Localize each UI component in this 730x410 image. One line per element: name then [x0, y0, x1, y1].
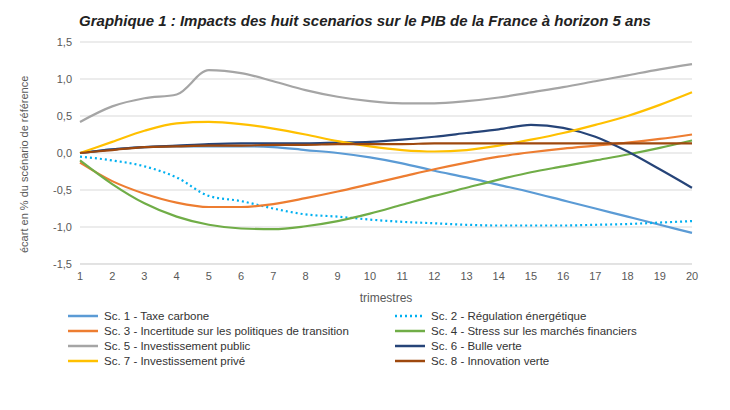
svg-text:20: 20 [686, 270, 698, 282]
svg-text:18: 18 [621, 270, 633, 282]
svg-text:19: 19 [654, 270, 666, 282]
svg-text:4: 4 [174, 270, 180, 282]
svg-text:13: 13 [460, 270, 472, 282]
svg-text:7: 7 [270, 270, 276, 282]
svg-text:8: 8 [302, 270, 308, 282]
svg-text:9: 9 [335, 270, 341, 282]
html-text:Sc. 8 - Innovation verte: Sc. 8 - Innovation verte [431, 355, 550, 367]
svg-text:0,5: 0,5 [57, 110, 72, 122]
svg-text:16: 16 [557, 270, 569, 282]
svg-text:5: 5 [206, 270, 212, 282]
svg-text:11: 11 [396, 270, 407, 282]
html-text:Sc. 1 - Taxe carbone: Sc. 1 - Taxe carbone [104, 310, 210, 322]
html-text:Sc. 2 - Régulation énergétique: Sc. 2 - Régulation énergétique [431, 310, 587, 322]
svg-text:10: 10 [364, 270, 376, 282]
svg-text:1: 1 [77, 270, 83, 282]
svg-text:0,0: 0,0 [57, 147, 72, 159]
svg-text:15: 15 [525, 270, 537, 282]
svg-text:1,5: 1,5 [57, 36, 72, 48]
svg-text:écart en % du scénario de réfé: écart en % du scénario de référence [18, 76, 30, 253]
html-text:Sc. 7 - Investissement privé: Sc. 7 - Investissement privé [104, 355, 246, 367]
svg-text:12: 12 [428, 270, 440, 282]
svg-text:-1,0: -1,0 [53, 221, 72, 233]
svg-text:3: 3 [141, 270, 147, 282]
svg-text:6: 6 [238, 270, 244, 282]
svg-text:14: 14 [493, 270, 505, 282]
svg-text:2: 2 [109, 270, 115, 282]
svg-text:-1,5: -1,5 [53, 258, 72, 270]
svg-text:1,0: 1,0 [57, 73, 72, 85]
svg-text:-0,5: -0,5 [53, 184, 72, 196]
html-text:Sc. 6 - Bulle verte: Sc. 6 - Bulle verte [431, 340, 522, 352]
html-text:Sc. 5 - Investissement public: Sc. 5 - Investissement public [104, 340, 251, 352]
html-text:Sc. 4 - Stress sur les marchés: Sc. 4 - Stress sur les marchés financier… [431, 325, 637, 337]
html-text:Sc. 3 - Incertitude sur les po: Sc. 3 - Incertitude sur les politiques d… [104, 325, 349, 337]
svg-text:trimestres: trimestres [360, 291, 413, 304]
html-text:Graphique 1 : Impacts des huit: Graphique 1 : Impacts des huit scenarios… [79, 12, 651, 29]
svg-text:17: 17 [589, 270, 601, 282]
